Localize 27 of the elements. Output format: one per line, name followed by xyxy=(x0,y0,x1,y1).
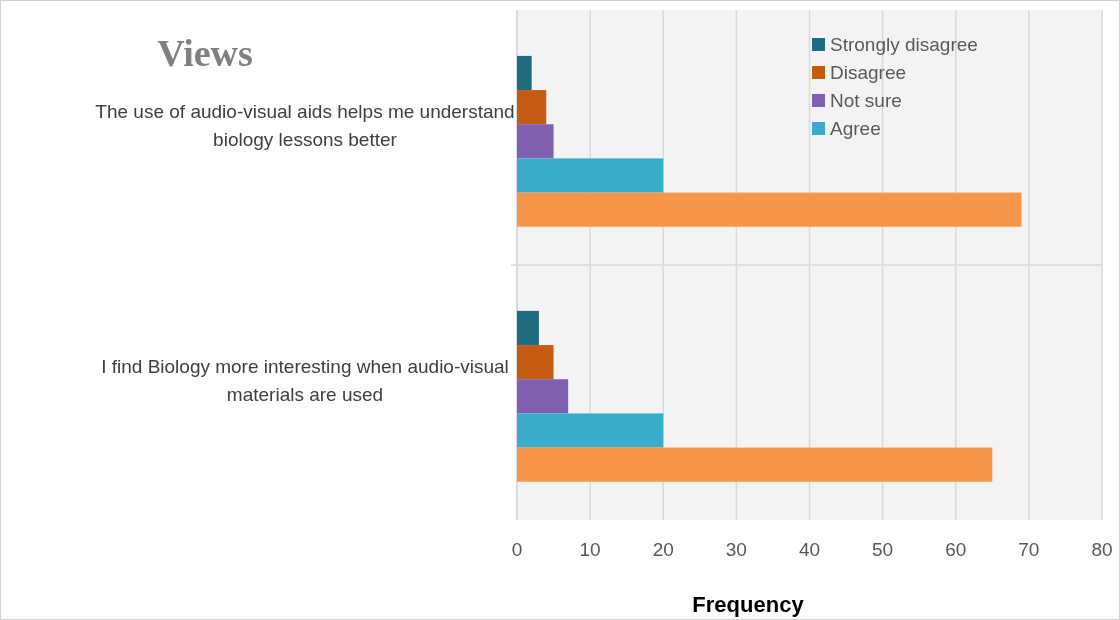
bar xyxy=(517,124,554,159)
x-tick-label: 60 xyxy=(945,539,967,560)
bar xyxy=(517,413,664,448)
bar xyxy=(517,90,547,125)
legend-label: Strongly disagree xyxy=(830,34,978,55)
bar xyxy=(517,192,1022,227)
y-tick-label: The use of audio-visual aids helps me understand biology lessons better xyxy=(95,100,515,150)
bar xyxy=(517,310,539,346)
x-tick-label: 0 xyxy=(511,539,523,560)
x-tick-label: 80 xyxy=(1091,539,1113,560)
bar xyxy=(517,379,569,414)
bar xyxy=(517,447,993,482)
y-tick-label: I find Biology more interesting when audio-visual materials are used xyxy=(101,355,509,405)
x-tick-label: 70 xyxy=(1018,539,1040,560)
legend-label: Not sure xyxy=(830,90,902,111)
x-tick-label: 40 xyxy=(798,539,821,560)
bar xyxy=(517,345,554,380)
bar xyxy=(517,55,532,91)
x-axis-title: Frequency xyxy=(692,592,805,617)
text: Views xyxy=(157,32,253,74)
x-tick-label: 30 xyxy=(725,539,747,560)
x-tick-label: 50 xyxy=(872,539,894,560)
bar xyxy=(517,158,664,193)
x-tick-label: 10 xyxy=(579,539,601,560)
x-tick-label: 20 xyxy=(652,539,674,560)
legend-label: Agree xyxy=(830,118,881,139)
legend-label: Disagree xyxy=(830,62,907,83)
